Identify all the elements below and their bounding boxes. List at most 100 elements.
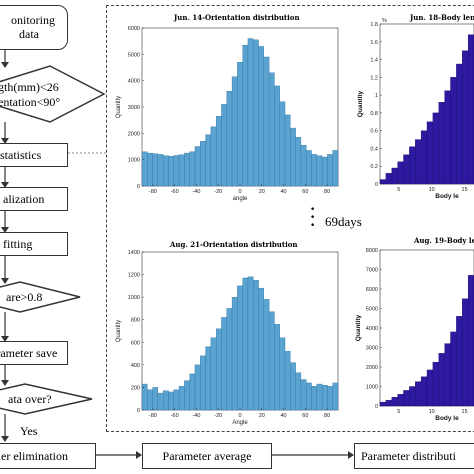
start-line-2: data: [19, 26, 39, 41]
y-tick-label: 5000: [128, 52, 140, 58]
bar: [215, 116, 222, 187]
parameter-average-box: Parameter average: [142, 443, 272, 469]
bar: [306, 382, 312, 411]
bar: [147, 152, 153, 187]
y-axis-label: Quantity: [116, 320, 122, 342]
bar: [205, 134, 212, 187]
bar: [194, 146, 201, 187]
bar: [432, 112, 439, 185]
y-tick-label: 8000: [366, 248, 378, 254]
x-tick-label: -80: [149, 189, 157, 195]
bar: [403, 154, 410, 185]
parameter-average-label: Parameter average: [162, 448, 252, 463]
bar: [157, 154, 164, 187]
bar: [194, 364, 201, 411]
bar: [403, 390, 410, 407]
y-tick-label: 2000: [366, 365, 378, 371]
x-axis-label: angle: [233, 196, 248, 202]
bar: [237, 285, 243, 411]
outlier-elimination-box: tlier elimination: [0, 443, 96, 469]
bar: [316, 383, 323, 411]
bar: [141, 383, 148, 411]
y-tick-label: 0: [375, 404, 378, 410]
chart1-title: Jun. 14-Orientation distribution: [174, 13, 300, 22]
y-tick-label: 1.6: [370, 40, 378, 46]
y-axis-label: Quantity: [116, 96, 122, 118]
chart4-title: Aug. 19-Body le: [414, 236, 474, 245]
bar: [397, 394, 404, 407]
bar: [284, 351, 291, 411]
dot-2: •: [310, 213, 316, 223]
bar: [462, 50, 469, 185]
decision3-label: ata over?: [8, 392, 52, 406]
bar: [284, 114, 291, 187]
bar: [426, 369, 434, 407]
bar: [268, 311, 275, 411]
x-tick-label: 60: [302, 413, 308, 419]
charts-dashed-panel: [106, 5, 474, 432]
y-tick-label: 3000: [128, 105, 140, 111]
y-tick-label: 6000: [366, 287, 378, 293]
x-tick-label: -20: [214, 413, 222, 419]
chart2-title: Jun. 18-Body leng: [410, 13, 474, 22]
bar: [327, 154, 333, 187]
x-axis-label: Body le: [435, 415, 459, 422]
bar: [279, 337, 286, 411]
bar: [456, 316, 463, 407]
bar: [290, 127, 296, 187]
bar: [231, 76, 238, 187]
bar: [415, 381, 422, 407]
statistics-box: n statistics: [0, 143, 68, 167]
bar: [300, 145, 307, 187]
bar: [215, 328, 222, 411]
bar: [173, 389, 180, 411]
decision-filter-diamond: [0, 65, 106, 123]
bar: [168, 391, 174, 411]
bar: [444, 90, 451, 185]
x-tick-label: -60: [171, 189, 179, 195]
x-tick-label: 15: [462, 409, 468, 415]
y-tick-label: 0.4: [370, 146, 378, 152]
bar: [253, 280, 259, 411]
y-axis-label: Quantity: [357, 90, 364, 117]
y-tick-label: 0: [375, 182, 378, 188]
statistics-label: n statistics: [0, 147, 42, 162]
bar: [438, 102, 445, 185]
bar: [263, 56, 270, 187]
x-tick-label: 60: [302, 189, 308, 195]
y-tick-label: 1400: [128, 250, 140, 256]
y-tick-label: 3000: [366, 346, 378, 352]
y-tick-label: 1200: [128, 273, 140, 279]
y-tick-label: 800: [131, 318, 140, 324]
decision-rsquare-diamond: [0, 281, 81, 313]
bar: [237, 62, 243, 187]
bar: [332, 150, 339, 187]
bar: [200, 141, 206, 187]
bar: [263, 299, 270, 411]
bar: [152, 387, 159, 411]
y-tick-label: 1.2: [370, 75, 378, 81]
bar: [397, 161, 404, 185]
decision1-line-1: gth(mm)<26: [0, 80, 59, 94]
x-tick-label: 5: [397, 409, 400, 415]
y-tick-label: 0: [137, 408, 140, 414]
bar: [444, 343, 451, 407]
x-tick-label: 15: [462, 187, 468, 193]
y-tick-label: 1000: [366, 385, 378, 391]
y-tick-label: 1.8: [370, 22, 378, 28]
y-tick-label: 2000: [128, 131, 140, 137]
x-tick-label: -60: [171, 413, 179, 419]
x-tick-label: 20: [259, 413, 265, 419]
bar: [327, 386, 333, 411]
y-tick-label: 4000: [128, 79, 140, 85]
bar: [221, 317, 227, 411]
bar: [391, 167, 398, 185]
ellipsis-dots: • • •: [310, 205, 316, 231]
dot-1: •: [310, 205, 316, 215]
bar: [247, 38, 254, 187]
bar: [178, 386, 185, 411]
bar: [300, 379, 307, 411]
bar: [311, 386, 317, 411]
y-tick-label: 1: [375, 93, 378, 99]
